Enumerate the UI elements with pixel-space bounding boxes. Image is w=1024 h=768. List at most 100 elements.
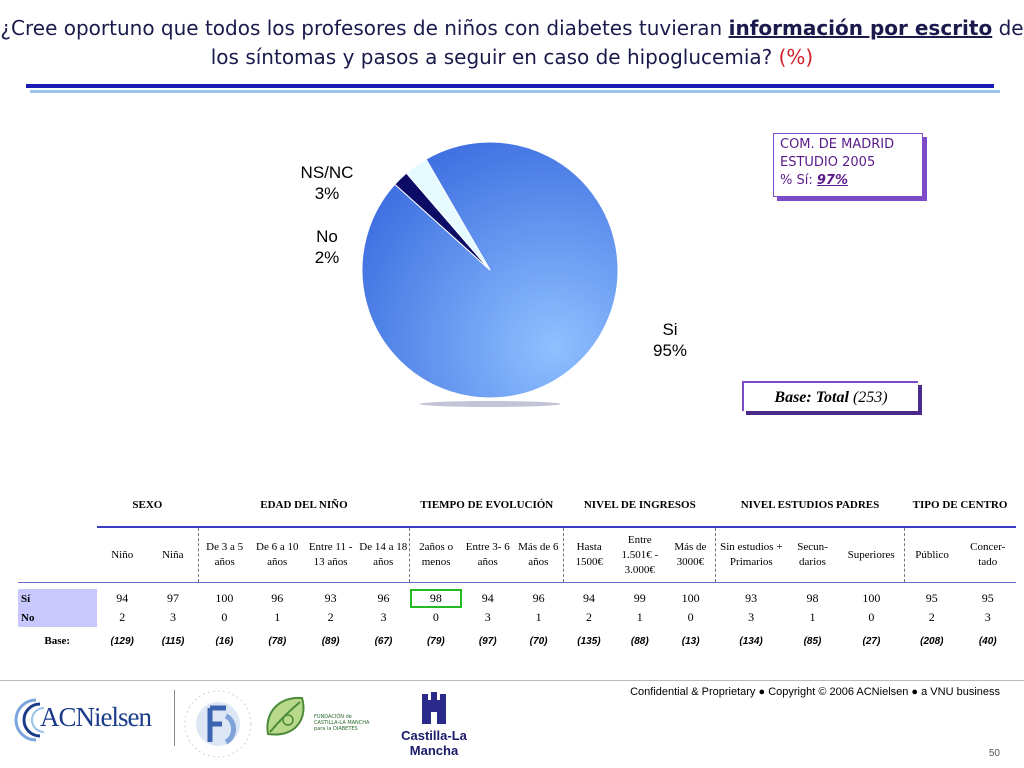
pie-label-nsnc-value: 3%	[314, 184, 340, 203]
table-cell: 0	[432, 610, 439, 624]
footer-rule	[0, 680, 1024, 681]
row-label: No	[18, 608, 97, 627]
table-cell: 100	[681, 591, 700, 605]
footer-text: Confidential & Proprietary ● Copyright ©…	[630, 686, 1000, 698]
base-cell: (88)	[630, 635, 649, 647]
column-header: De 6 a 10 años	[250, 527, 304, 583]
table-cell: 2	[585, 610, 592, 624]
table-cell: 1	[636, 610, 643, 624]
table-cell: 96	[532, 591, 545, 605]
base-cell: (78)	[268, 635, 287, 647]
fundacion-logo-icon	[184, 690, 252, 758]
column-header: Superiores	[838, 527, 905, 583]
base-cell: (129)	[110, 635, 134, 647]
logo-separator	[174, 690, 175, 746]
fundacion-clm-text: FUNDACIÓN de CASTILLA-LA MANCHA para la …	[314, 714, 370, 732]
table-cell: 2	[928, 610, 935, 624]
fundacion-diabetes-logo	[180, 686, 256, 758]
header-blank	[18, 484, 97, 527]
info-line2: ESTUDIO 2005	[780, 155, 876, 170]
base-cell: (27)	[862, 635, 881, 647]
group-header-row: SEXO EDAD DEL NIÑO TIEMPO DE EVOLUCIÓN NIVE…	[18, 484, 1016, 528]
group-header: NIVEL ESTUDIOS PADRES	[715, 484, 905, 528]
column-header: Niña	[147, 527, 199, 583]
leaf-icon	[266, 696, 305, 736]
table-cell: 1	[809, 610, 816, 624]
column-header: Público	[903, 527, 960, 583]
page-number: 50	[988, 748, 1000, 759]
table-cell: 0	[221, 610, 228, 624]
column-header-row: Niño Niña De 3 a 5 años De 6 a 10 años Entre…	[18, 527, 1016, 583]
column-header: Sin estudios + Primarios	[715, 527, 787, 583]
table-cell: 99	[633, 591, 646, 605]
title-emphasis: información por escrito	[728, 16, 993, 40]
pie-label-no-name: No	[316, 227, 338, 246]
base-box: Base: Total (253)	[742, 381, 918, 411]
base-cell: (40)	[978, 635, 997, 647]
base-cell: (70)	[529, 635, 548, 647]
base-cell: (13)	[681, 635, 700, 647]
info-line1: COM. DE MADRID	[780, 137, 895, 152]
table-cell: 2	[327, 610, 334, 624]
base-cell: (67)	[374, 635, 393, 647]
pie-label-no: No 2%	[287, 226, 367, 268]
pie-label-si-value: 95%	[652, 341, 688, 360]
table-cell: 95	[981, 591, 994, 605]
title-rule	[26, 84, 994, 88]
column-header: Secun- darios	[786, 527, 839, 583]
base-box-value: (253)	[852, 389, 888, 406]
base-cell: (79)	[426, 635, 445, 647]
table-row: No 2 3 0 1 2 3 0 3 1 2 1 0 3 1 0 2 3	[18, 608, 1016, 627]
header-blank	[18, 527, 97, 583]
pie-label-nsnc: NS/NC 3%	[287, 162, 367, 204]
column-header: Niño	[96, 527, 148, 583]
row-label: Sí	[18, 589, 97, 608]
table-cell: 96	[377, 591, 390, 605]
table-cell: 1	[274, 610, 281, 624]
group-header: TIEMPO DE EVOLUCIÓN	[409, 484, 564, 528]
table-cell: 98	[806, 591, 819, 605]
group-header: TIPO DE CENTRO	[904, 484, 1016, 528]
table-cell: 100	[215, 591, 234, 605]
table-cell: 100	[862, 591, 881, 605]
acnielsen-globe-icon	[14, 698, 45, 742]
table-cell: 0	[868, 610, 875, 624]
pie-chart	[361, 141, 619, 407]
info-line3: % Sí: 97%	[780, 172, 916, 190]
base-cell: (208)	[920, 635, 944, 647]
title-pct: (%)	[778, 45, 814, 69]
table-cell: 94	[116, 591, 129, 605]
table-cell: 93	[324, 591, 337, 605]
table-cell: 1	[535, 610, 542, 624]
column-header: Entre 3- 6 años	[462, 527, 514, 583]
base-cell: (16)	[215, 635, 234, 647]
castilla-la-mancha-wordmark: Castilla-La Mancha	[401, 728, 467, 758]
pie-label-no-value: 2%	[314, 248, 340, 267]
info-line3-value: 97%	[816, 173, 848, 188]
castle-icon	[422, 692, 446, 724]
column-header: Más de 6 años	[513, 527, 564, 583]
table-cell: 93	[745, 591, 758, 605]
base-row-label: Base:	[44, 635, 71, 647]
base-cell: (135)	[577, 635, 601, 647]
table-cell: 94	[582, 591, 595, 605]
column-header: De 3 a 5 años	[197, 527, 251, 583]
table-cell: 94	[481, 591, 494, 605]
data-table: SEXO EDAD DEL NIÑO TIEMPO DE EVOLUCIÓN NIVE…	[18, 484, 1016, 655]
column-header: Entre 11 - 13 años	[303, 527, 358, 583]
group-header: EDAD DEL NIÑO	[198, 484, 410, 528]
base-cell: (85)	[803, 635, 822, 647]
table-cell: 95	[925, 591, 938, 605]
base-row: Base: (129) (115) (16) (78) (89) (67) (79) (97) (…	[18, 627, 1016, 655]
base-cell: (97)	[478, 635, 497, 647]
pie-label-si-name: Si	[662, 320, 678, 339]
table-cell: 3	[748, 610, 755, 624]
base-cell: (89)	[321, 635, 340, 647]
title-part2: de los síntomas y pasos a seguir en caso…	[210, 16, 1024, 69]
table-cell: 3	[380, 610, 387, 624]
info-line3-prefix: % Sí:	[780, 173, 813, 188]
info-box: COM. DE MADRID ESTUDIO 2005 % Sí: 97%	[773, 133, 923, 197]
title-rule-shadow	[30, 90, 1000, 93]
base-cell: (115)	[161, 635, 185, 647]
pie-label-si: Si 95%	[630, 319, 710, 361]
